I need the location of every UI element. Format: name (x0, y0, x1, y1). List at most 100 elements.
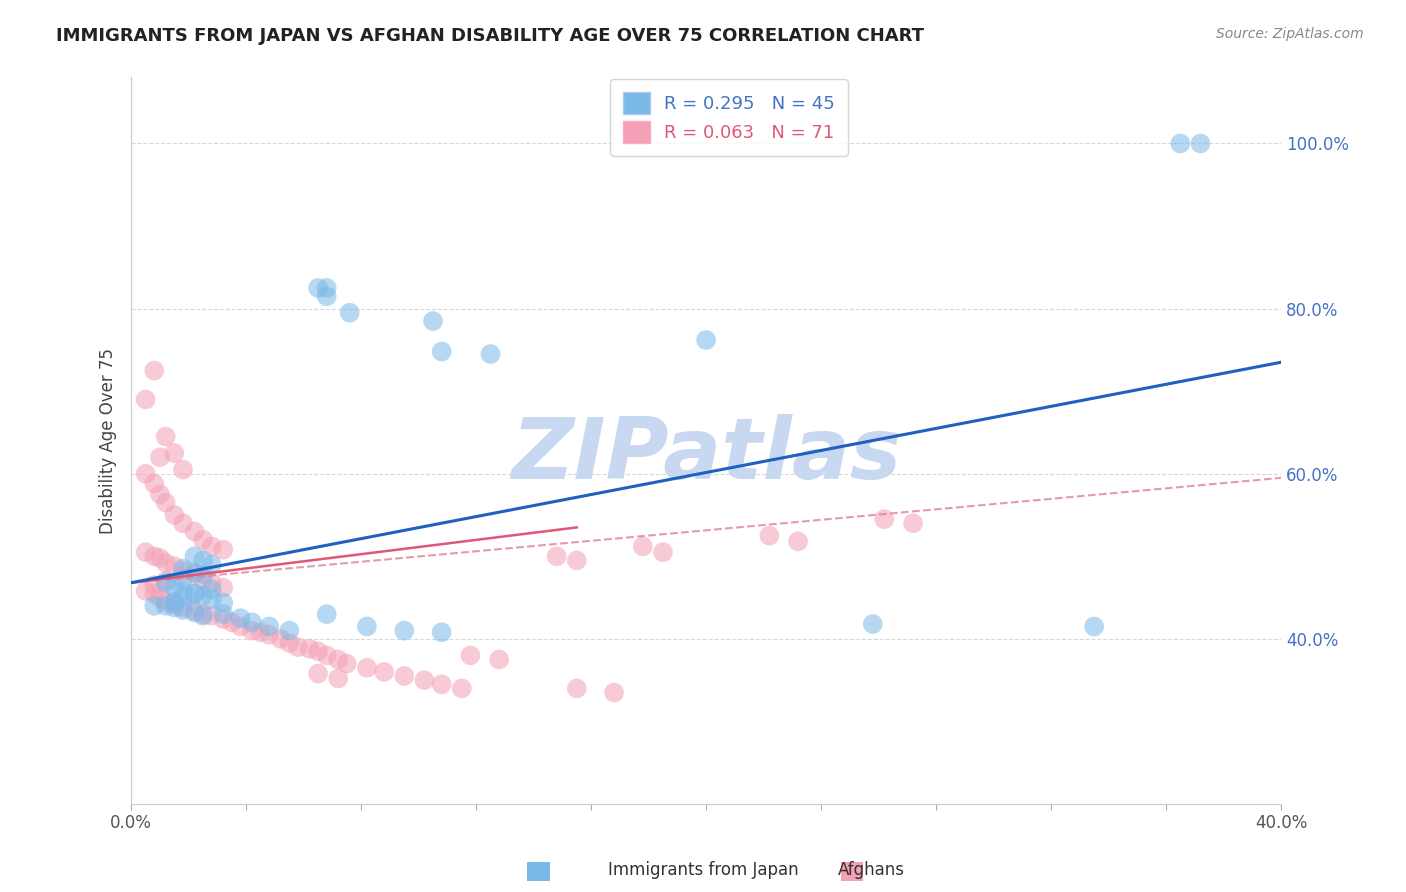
Text: Immigrants from Japan: Immigrants from Japan (607, 861, 799, 879)
Point (787, 534, 810, 549)
Point (191, 567, 214, 582)
Point (212, 607, 235, 621)
Point (307, 644, 329, 658)
Point (135, 467, 157, 481)
Point (172, 573, 194, 587)
Point (257, 619, 280, 633)
Point (143, 578, 166, 592)
Point (135, 392, 157, 407)
Point (488, 652, 510, 666)
Point (135, 584, 157, 599)
Point (430, 344, 453, 359)
Point (278, 624, 301, 638)
Point (873, 512, 896, 526)
Point (328, 672, 350, 686)
Point (315, 607, 337, 621)
Point (201, 540, 224, 554)
Point (356, 661, 378, 675)
Point (229, 619, 252, 633)
Text: IMMIGRANTS FROM JAPAN VS AFGHAN DISABILITY AGE OVER 75 CORRELATION CHART: IMMIGRANTS FROM JAPAN VS AFGHAN DISABILI… (56, 27, 924, 45)
Point (183, 567, 205, 582)
Point (201, 558, 224, 572)
Point (143, 363, 166, 377)
Point (191, 608, 214, 623)
Point (191, 607, 214, 621)
Point (149, 487, 172, 501)
Point (172, 564, 194, 578)
Point (249, 625, 271, 640)
Point (901, 516, 924, 531)
Point (652, 545, 675, 559)
Point (240, 624, 263, 638)
Y-axis label: Disability Age Over 75: Disability Age Over 75 (100, 348, 117, 533)
Point (143, 599, 166, 613)
Point (565, 681, 588, 696)
Point (163, 595, 186, 609)
Point (155, 429, 177, 443)
Point (163, 559, 186, 574)
Point (172, 584, 194, 599)
Point (229, 611, 252, 625)
Point (149, 450, 172, 465)
Point (394, 669, 416, 683)
Point (163, 597, 186, 611)
Point (172, 600, 194, 615)
Legend: R = 0.295   N = 45, R = 0.063   N = 71: R = 0.295 N = 45, R = 0.063 N = 71 (610, 79, 848, 156)
Point (155, 599, 177, 613)
Point (212, 595, 235, 609)
Point (191, 553, 214, 567)
Point (163, 446, 186, 460)
Point (183, 524, 205, 539)
Point (287, 640, 309, 654)
Point (155, 574, 177, 588)
Point (183, 604, 205, 618)
Point (479, 347, 502, 361)
Point (373, 665, 395, 679)
Point (862, 617, 884, 632)
Point (1189, 136, 1212, 151)
Point (155, 556, 177, 570)
Point (695, 333, 717, 347)
Point (191, 589, 214, 603)
Point (172, 516, 194, 531)
Point (201, 575, 224, 590)
Point (212, 612, 235, 626)
Point (430, 677, 453, 691)
Point (172, 462, 194, 476)
Point (191, 533, 214, 547)
Point (191, 573, 214, 587)
Point (336, 657, 359, 671)
Point (143, 549, 166, 564)
Point (1083, 619, 1105, 633)
Point (221, 615, 243, 630)
Point (143, 476, 166, 491)
Point (430, 625, 453, 640)
Point (155, 575, 177, 590)
Point (413, 673, 436, 687)
Point (183, 586, 205, 600)
Point (163, 581, 186, 595)
Point (422, 314, 444, 328)
Point (758, 529, 780, 543)
Point (183, 566, 205, 580)
Point (328, 652, 350, 666)
Point (315, 648, 337, 663)
Point (631, 540, 654, 554)
Point (1170, 136, 1192, 151)
Point (201, 582, 224, 597)
Point (201, 592, 224, 607)
Point (460, 648, 482, 663)
Point (307, 666, 329, 681)
Point (163, 508, 186, 522)
Point (163, 600, 186, 615)
Point (603, 685, 626, 699)
Point (315, 281, 337, 295)
Point (315, 289, 337, 303)
Point (270, 632, 292, 646)
Text: Afghans: Afghans (838, 861, 905, 879)
Point (257, 628, 280, 642)
Point (143, 586, 166, 600)
Point (155, 495, 177, 509)
Point (183, 606, 205, 620)
Point (212, 581, 235, 595)
